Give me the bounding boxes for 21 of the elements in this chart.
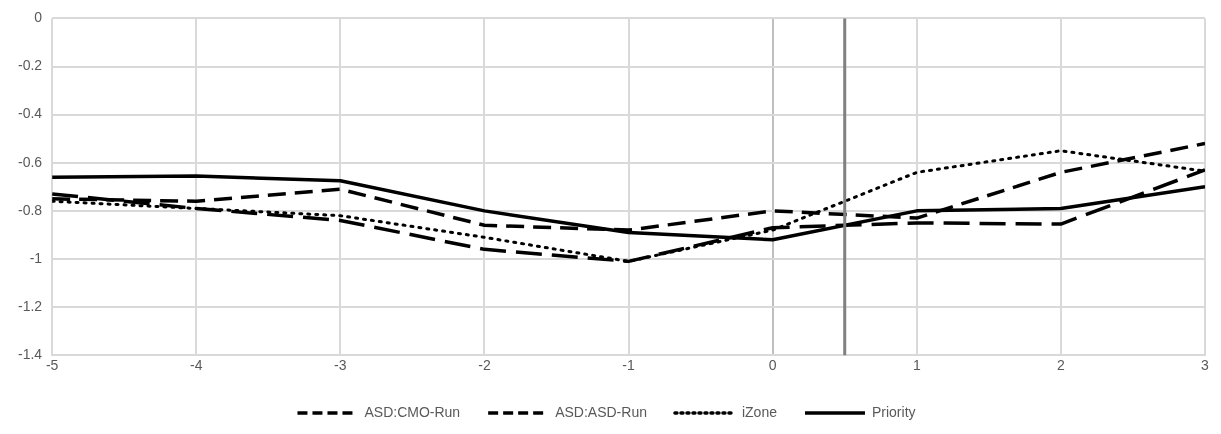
x-tick-label: -3 [334, 357, 347, 374]
x-tick-label: -5 [45, 357, 59, 374]
legend-label: ASD:ASD-Run [555, 403, 647, 420]
y-tick-label: -1 [29, 249, 43, 266]
x-tick-label: 1 [912, 357, 921, 374]
y-tick-label: -0.2 [18, 57, 43, 74]
legend-label: ASD:CMO-Run [364, 403, 461, 420]
x-tick-label: 3 [1201, 357, 1210, 374]
x-tick-label: -1 [622, 357, 635, 374]
x-tick-label: -4 [190, 357, 203, 374]
legend-label: iZone [741, 403, 778, 420]
y-tick-label: -0.4 [18, 105, 43, 122]
y-tick-label: -1.4 [18, 346, 43, 363]
y-tick-label: -0.8 [18, 201, 43, 218]
y-tick-label: -1.2 [18, 297, 43, 314]
x-tick-label: -2 [478, 357, 491, 374]
y-tick-label: 0 [34, 9, 43, 26]
legend-label: Priority [871, 403, 916, 420]
y-tick-label: -0.6 [18, 153, 43, 170]
x-tick-label: 2 [1056, 357, 1065, 374]
x-tick-label: 0 [768, 357, 777, 374]
